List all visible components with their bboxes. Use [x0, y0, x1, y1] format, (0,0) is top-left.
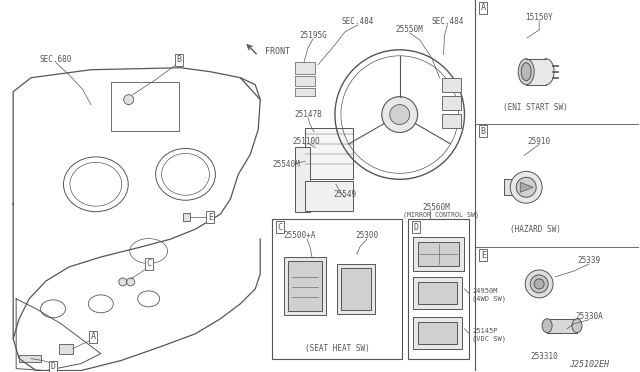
Ellipse shape	[518, 59, 534, 85]
Text: 25110O: 25110O	[292, 137, 320, 146]
Text: 25549: 25549	[333, 190, 356, 199]
Bar	[288, 261, 322, 311]
Text: D: D	[413, 222, 418, 232]
Text: 25195G: 25195G	[299, 31, 327, 41]
Ellipse shape	[542, 319, 552, 333]
Text: FRONT: FRONT	[265, 47, 290, 56]
Bar	[59, 344, 73, 354]
Bar	[341, 268, 371, 310]
Circle shape	[119, 278, 127, 286]
Text: A: A	[90, 332, 95, 341]
Text: 15150Y: 15150Y	[525, 13, 553, 22]
Text: D: D	[51, 362, 56, 371]
Bar	[418, 282, 458, 304]
Text: (VDC SW): (VDC SW)	[472, 336, 506, 342]
Text: 25910: 25910	[527, 137, 551, 146]
Ellipse shape	[572, 319, 582, 333]
Text: 25550M: 25550M	[396, 25, 424, 34]
Bar	[418, 322, 458, 344]
Text: 25145P: 25145P	[472, 328, 498, 334]
Circle shape	[510, 171, 542, 203]
Bar	[418, 242, 460, 266]
Text: SEC.680: SEC.680	[40, 55, 72, 64]
Circle shape	[390, 105, 410, 125]
Text: 25147B: 25147B	[294, 110, 322, 119]
Bar	[182, 213, 191, 221]
Bar	[305, 181, 353, 211]
Circle shape	[516, 177, 536, 197]
Text: SEC.484: SEC.484	[431, 17, 464, 26]
Bar	[442, 96, 461, 110]
Bar	[547, 319, 577, 333]
Text: 25540M: 25540M	[272, 160, 300, 169]
Polygon shape	[520, 182, 533, 192]
Ellipse shape	[534, 279, 544, 289]
Ellipse shape	[525, 270, 553, 298]
Text: (SEAT HEAT SW): (SEAT HEAT SW)	[305, 344, 369, 353]
Bar	[284, 257, 326, 315]
Bar	[295, 147, 310, 212]
Text: (ENI START SW): (ENI START SW)	[503, 103, 568, 112]
Bar	[295, 88, 315, 96]
Text: (4WD SW): (4WD SW)	[472, 296, 506, 302]
Text: 25330A: 25330A	[575, 312, 603, 321]
Bar	[19, 355, 41, 362]
Bar	[111, 82, 179, 131]
Text: C: C	[146, 260, 151, 269]
Ellipse shape	[538, 59, 554, 85]
Bar	[442, 113, 461, 128]
Text: 25339: 25339	[577, 257, 600, 266]
Bar	[413, 277, 463, 309]
Text: SEC.484: SEC.484	[342, 17, 374, 26]
Text: 25500+A: 25500+A	[284, 231, 316, 240]
Text: (HAZARD SW): (HAZARD SW)	[509, 225, 561, 234]
Bar	[442, 78, 461, 92]
Bar	[413, 317, 463, 349]
Bar	[272, 219, 402, 359]
Text: A: A	[481, 3, 486, 13]
Text: 253310: 253310	[531, 352, 558, 361]
Text: B: B	[176, 55, 181, 64]
Text: B: B	[481, 127, 486, 136]
Bar	[408, 219, 469, 359]
Circle shape	[124, 94, 134, 105]
Ellipse shape	[530, 275, 548, 293]
Bar	[295, 76, 315, 86]
Ellipse shape	[521, 63, 531, 81]
Bar	[305, 128, 353, 179]
Text: E: E	[481, 250, 486, 260]
Text: C: C	[278, 222, 283, 232]
Bar	[526, 59, 546, 85]
Text: 24950M: 24950M	[472, 288, 498, 294]
Bar	[295, 62, 315, 74]
Text: (MIRROR CONTROL SW): (MIRROR CONTROL SW)	[403, 212, 479, 218]
Circle shape	[382, 97, 418, 132]
Text: 25300: 25300	[355, 231, 378, 240]
Bar	[337, 264, 375, 314]
Text: E: E	[208, 213, 213, 222]
Bar	[413, 237, 465, 271]
Text: J25102EH: J25102EH	[569, 360, 609, 369]
Bar	[504, 179, 520, 195]
Circle shape	[127, 278, 134, 286]
Text: 25560M: 25560M	[422, 203, 451, 212]
